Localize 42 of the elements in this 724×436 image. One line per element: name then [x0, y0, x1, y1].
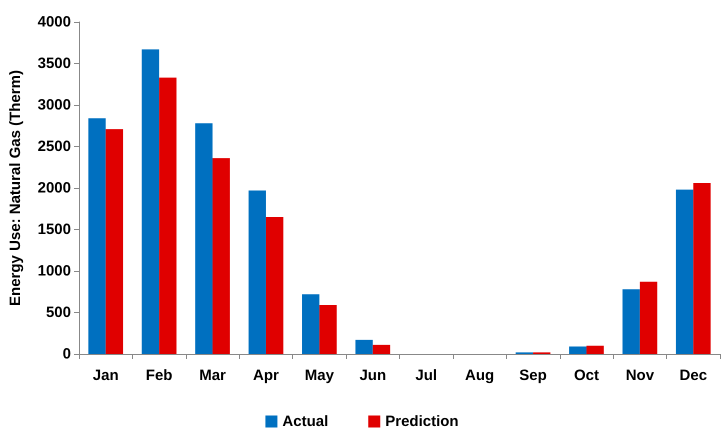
- legend-label: Prediction: [385, 413, 459, 430]
- y-tick-label: 0: [62, 346, 71, 362]
- bar: [88, 118, 106, 354]
- x-tick-label: Jul: [415, 367, 438, 384]
- bar: [302, 294, 320, 354]
- x-tick-label: Jan: [92, 367, 119, 384]
- bar: [142, 49, 160, 354]
- bar: [212, 158, 230, 354]
- bar: [266, 217, 284, 354]
- bar: [319, 305, 337, 354]
- x-tick-label: Oct: [574, 367, 599, 384]
- bar: [248, 190, 266, 354]
- bar: [640, 282, 658, 354]
- x-tick-label: Jun: [359, 367, 386, 384]
- y-tick-label: 1500: [38, 221, 71, 238]
- y-tick-label: 2500: [38, 138, 71, 155]
- x-tick-label: Mar: [199, 367, 226, 384]
- y-axis-title: Energy Use: Natural Gas (Therm): [7, 70, 24, 306]
- bar: [693, 183, 711, 354]
- y-tick-label: 3000: [38, 96, 71, 114]
- bar: [676, 190, 694, 354]
- x-tick-label: Sep: [519, 367, 547, 384]
- bar: [372, 344, 390, 354]
- x-tick-label: May: [304, 367, 335, 384]
- x-tick-label: Apr: [253, 367, 280, 384]
- bar: [159, 78, 176, 354]
- y-tick-label: 500: [46, 304, 71, 321]
- legend-label: Actual: [282, 413, 328, 430]
- bar: [622, 289, 640, 354]
- bar: [195, 123, 213, 354]
- y-tick-label: 4000: [38, 14, 71, 30]
- bar: [106, 129, 124, 354]
- x-tick-label: Nov: [626, 367, 655, 384]
- bar: [586, 346, 604, 354]
- bar: [569, 346, 586, 354]
- x-tick-label: Dec: [680, 367, 708, 384]
- y-tick-label: 1000: [38, 262, 71, 280]
- x-tick-label: Feb: [146, 367, 172, 384]
- bar: [355, 340, 373, 354]
- x-tick-label: Aug: [465, 367, 494, 384]
- y-tick-label: 2000: [38, 180, 71, 196]
- y-tick-label: 3500: [38, 55, 71, 72]
